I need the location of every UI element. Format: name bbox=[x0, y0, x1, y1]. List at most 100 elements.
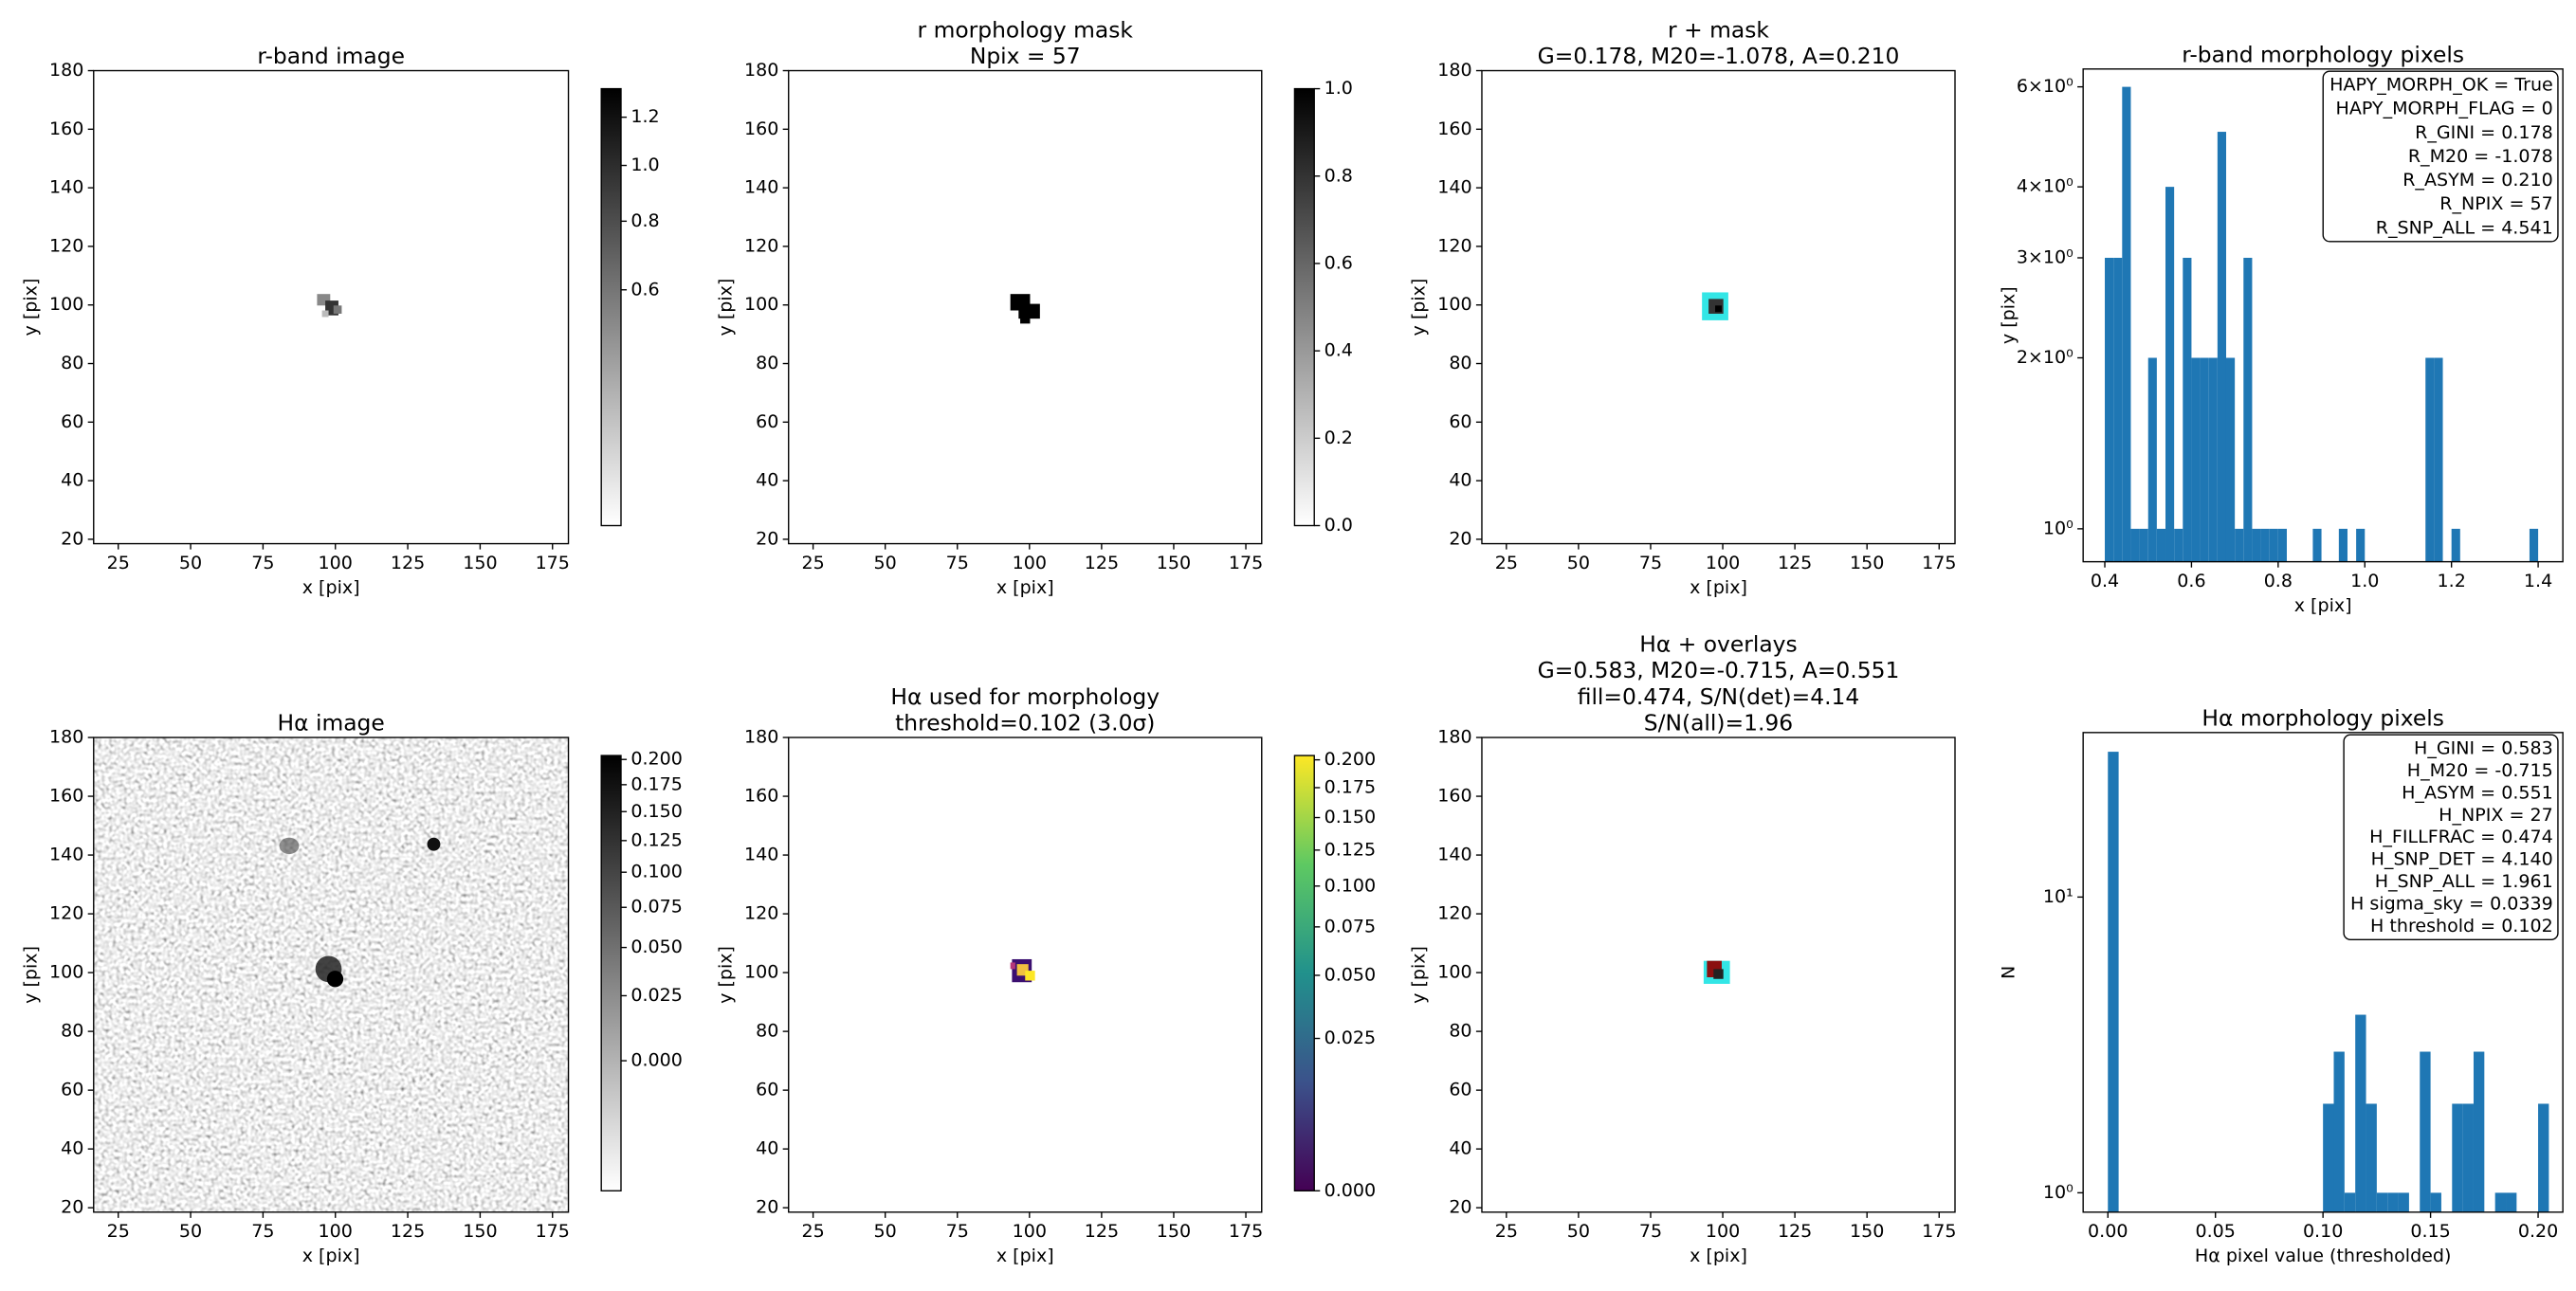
x-tick-label: 175 bbox=[1922, 553, 1956, 573]
x-tick-label: 150 bbox=[1157, 553, 1191, 573]
y-axis-label: y [pix] bbox=[1999, 286, 2019, 344]
annotation-box bbox=[2343, 734, 2559, 940]
y-tick-label: 140 bbox=[49, 845, 83, 865]
bar bbox=[2494, 1192, 2507, 1212]
y-tick-label: 20 bbox=[61, 1197, 83, 1218]
colorbar-tick-label: 0.025 bbox=[1325, 1027, 1377, 1048]
bar bbox=[2366, 1103, 2377, 1212]
x-tick-label: 150 bbox=[1850, 1221, 1884, 1242]
y-tick-label: 20 bbox=[61, 528, 83, 549]
y-tick-label: 20 bbox=[756, 1197, 778, 1218]
colorbar-tick-label: 0.6 bbox=[630, 279, 659, 300]
bar bbox=[2183, 257, 2192, 562]
x-tick-label: 50 bbox=[874, 553, 897, 573]
x-tick-label: 175 bbox=[1229, 553, 1263, 573]
y-tick-label: 100 bbox=[744, 294, 778, 315]
annotation: HAPY_MORPH_FLAG = 0 bbox=[2336, 99, 2553, 119]
y-tick-label: 80 bbox=[1449, 353, 1471, 373]
y-tick-label: 3×10⁰ bbox=[2017, 246, 2074, 267]
bar bbox=[2451, 528, 2460, 562]
y-tick-label: 80 bbox=[61, 353, 83, 373]
y-tick-label: 180 bbox=[1437, 60, 1471, 81]
y-tick-label: 60 bbox=[1449, 411, 1471, 432]
y-axis-label: y [pix] bbox=[20, 946, 41, 1004]
y-tick-label: 40 bbox=[1449, 470, 1471, 491]
y-tick-label: 40 bbox=[756, 1138, 778, 1159]
y-axis-label: y [pix] bbox=[20, 279, 41, 336]
colorbar bbox=[600, 755, 622, 1191]
bar bbox=[2147, 357, 2157, 562]
y-tick-label: 40 bbox=[61, 1138, 83, 1159]
x-axis-label: x [pix] bbox=[996, 577, 1054, 598]
x-axis-label: x [pix] bbox=[1690, 577, 1747, 598]
x-tick-label: 100 bbox=[1706, 553, 1740, 573]
x-tick-label: 25 bbox=[107, 553, 130, 573]
bar bbox=[2538, 1103, 2549, 1212]
chart-title: Hα morphology pixels bbox=[2201, 704, 2443, 731]
y-axis-label: y [pix] bbox=[1409, 279, 1430, 336]
colorbar bbox=[600, 87, 622, 527]
x-tick-label: 50 bbox=[1567, 1221, 1590, 1242]
annotation: R_GINI = 0.178 bbox=[2415, 122, 2553, 143]
y-tick-label: 180 bbox=[49, 60, 83, 81]
plot-frame bbox=[2082, 68, 2564, 563]
plot-frame bbox=[1481, 69, 1956, 545]
y-tick-label: 60 bbox=[756, 411, 778, 432]
annotation: H_SNP_ALL = 1.961 bbox=[2375, 871, 2553, 892]
y-tick-label: 120 bbox=[1437, 235, 1471, 256]
x-tick-label: 50 bbox=[1567, 553, 1590, 573]
colorbar-tick-label: 0.8 bbox=[630, 210, 659, 231]
chart-title: Npix = 57 bbox=[970, 43, 1081, 69]
bar bbox=[2452, 1103, 2463, 1212]
bar bbox=[2338, 528, 2348, 562]
annotation: HAPY_MORPH_OK = True bbox=[2329, 75, 2553, 96]
y-axis-label: N bbox=[1999, 966, 2019, 979]
bar bbox=[2139, 528, 2148, 562]
x-tick-label: 75 bbox=[946, 553, 969, 573]
x-tick-label: 25 bbox=[801, 553, 824, 573]
x-tick-label: 125 bbox=[391, 1221, 425, 1242]
y-tick-label: 100 bbox=[1437, 962, 1471, 983]
plot-frame bbox=[1481, 736, 1956, 1213]
x-tick-label: 0.05 bbox=[2195, 1221, 2235, 1242]
bar bbox=[2425, 357, 2435, 562]
y-axis-label: y [pix] bbox=[1409, 946, 1430, 1004]
y-tick-label: 160 bbox=[49, 786, 83, 807]
colorbar-tick-label: 1.2 bbox=[630, 106, 659, 127]
bar bbox=[2174, 528, 2183, 562]
colorbar-tick-label: 0.050 bbox=[630, 936, 683, 957]
x-tick-label: 50 bbox=[179, 553, 202, 573]
x-tick-label: 50 bbox=[874, 1221, 897, 1242]
x-tick-label: 75 bbox=[251, 553, 274, 573]
x-tick-label: 1.4 bbox=[2524, 571, 2552, 591]
y-tick-label: 140 bbox=[1437, 177, 1471, 198]
bar bbox=[2529, 528, 2539, 562]
colorbar-tick-label: 0.075 bbox=[630, 897, 683, 918]
y-tick-label: 100 bbox=[1437, 294, 1471, 315]
bar bbox=[2473, 1051, 2485, 1212]
colorbar-tick-label: 0.100 bbox=[1325, 875, 1377, 896]
colorbar-tick-label: 0.2 bbox=[1325, 427, 1353, 448]
y-tick-label: 180 bbox=[49, 727, 83, 748]
x-tick-label: 125 bbox=[1778, 553, 1812, 573]
annotation: R_ASYM = 0.210 bbox=[2402, 170, 2553, 191]
y-tick-label: 120 bbox=[49, 235, 83, 256]
bar bbox=[2165, 187, 2175, 562]
bar bbox=[2323, 1103, 2334, 1212]
y-tick-label: 160 bbox=[1437, 118, 1471, 139]
chart-title: Hα image bbox=[278, 710, 385, 736]
chart-title: r-band morphology pixels bbox=[2182, 41, 2464, 67]
bar bbox=[2113, 257, 2123, 562]
chart-title: r + mask bbox=[1668, 16, 1769, 43]
y-tick-label: 180 bbox=[744, 727, 778, 748]
plot-frame bbox=[788, 736, 1263, 1213]
x-tick-label: 75 bbox=[946, 1221, 969, 1242]
colorbar-tick-label: 0.6 bbox=[1325, 252, 1353, 273]
y-tick-label: 10⁰ bbox=[2043, 518, 2074, 538]
x-tick-label: 0.8 bbox=[2264, 571, 2293, 591]
y-tick-label: 140 bbox=[49, 177, 83, 198]
plot-frame bbox=[93, 69, 570, 545]
x-tick-label: 100 bbox=[319, 553, 353, 573]
annotation: H_SNP_DET = 4.140 bbox=[2371, 849, 2553, 870]
